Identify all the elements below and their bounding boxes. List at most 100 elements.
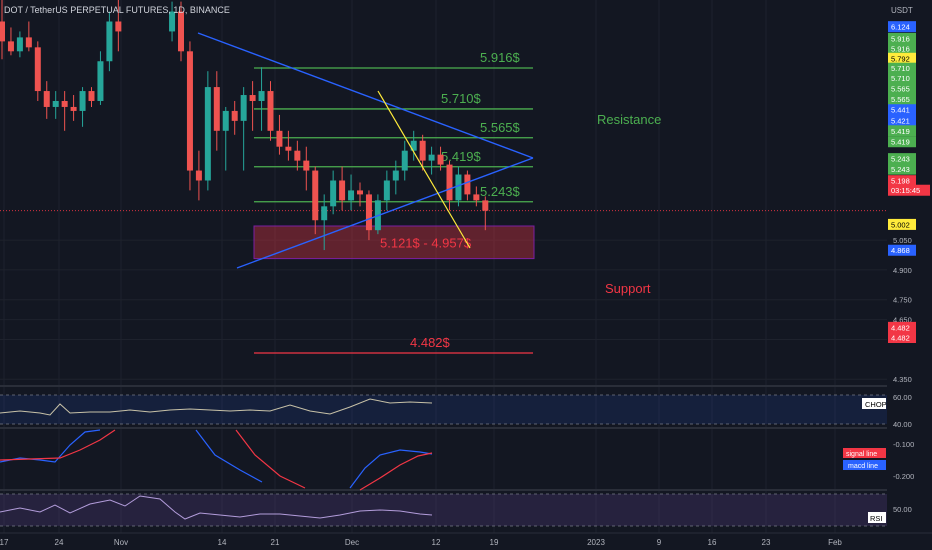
yellow-trendline: [377, 90, 471, 249]
price-badge: [888, 175, 916, 187]
candle-up: [204, 87, 211, 181]
trendlines-layer: [197, 32, 534, 269]
price-badge-label: 5.421: [891, 116, 910, 125]
macd-line: [0, 429, 101, 463]
currency-label: USDT: [891, 6, 913, 15]
candle-down: [7, 41, 14, 52]
rsi-band: [0, 494, 887, 526]
price-badge-label: 5.710: [891, 74, 910, 83]
candle-down: [34, 47, 41, 92]
candle-up: [383, 180, 390, 201]
macd-tick: -0.100: [893, 440, 914, 449]
candle-up: [410, 140, 417, 151]
level-label: 5.565$: [480, 120, 521, 135]
macd-line-box: [843, 460, 886, 470]
gridlines: [0, 0, 887, 533]
candle-down: [464, 174, 471, 195]
candle-down: [285, 146, 292, 151]
price-badge-label: 5.565: [891, 95, 910, 104]
price-badge: [888, 321, 916, 333]
descending-trendline: [197, 32, 534, 159]
candle-down: [446, 164, 453, 201]
candle-up: [330, 180, 337, 207]
candle-down: [43, 91, 50, 107]
candle-down: [249, 95, 256, 101]
rsi-tick: 50.00: [893, 505, 912, 514]
price-badge-label: 5.243: [891, 165, 910, 174]
candle-down: [61, 100, 68, 107]
candle-up: [52, 100, 59, 107]
candle-down: [482, 200, 489, 211]
price-badge: [888, 93, 916, 105]
candle-down: [312, 170, 319, 221]
candle-down: [303, 160, 310, 171]
candles-layer: [0, 0, 489, 251]
time-tick-label: 24: [55, 538, 64, 547]
candle-up: [428, 154, 435, 161]
candle-down: [88, 91, 95, 101]
time-tick-label: 16: [708, 538, 717, 547]
candle-down: [178, 11, 184, 52]
rsi-label-box: [868, 512, 886, 523]
price-badge: [888, 125, 916, 137]
price-badge: [888, 114, 916, 126]
price-badge-label: 5.002: [891, 220, 910, 229]
candle-down: [25, 37, 32, 48]
time-tick-label: 14: [218, 538, 227, 547]
rsi-pane: RSI 50.00: [0, 493, 912, 527]
level-label: 5.710$: [441, 91, 482, 106]
candle-up: [258, 91, 265, 101]
price-tick-label: 4.750: [893, 296, 912, 305]
candle-up: [392, 170, 399, 181]
macd-line: [349, 449, 433, 489]
macd-tick: -0.200: [893, 472, 914, 481]
candle-up: [222, 110, 229, 131]
candle-down: [473, 194, 480, 201]
candle-up: [401, 150, 408, 171]
candle-down: [231, 110, 238, 121]
level-label: 5.243$: [480, 184, 521, 199]
price-badge: [888, 52, 916, 64]
price-badge-label: 4.482: [891, 333, 910, 342]
candle-down: [276, 130, 283, 147]
time-axis-ticks: 17 24 Nov 14 21 Dec 12 19 2023 9 16 23 Feb: [0, 538, 842, 547]
signal-line-box: [843, 448, 886, 458]
ascending-trendline: [236, 157, 534, 269]
time-tick-label: 21: [271, 538, 280, 547]
price-badge: [888, 163, 916, 175]
price-badge-label: 5.710: [891, 64, 910, 73]
price-badge: [888, 83, 916, 95]
price-badge: [888, 62, 916, 74]
signal-line: [0, 429, 116, 461]
chart-title: DOT / TetherUS PERPETUAL FUTURES, 1D, BI…: [4, 5, 230, 15]
candle-up: [455, 174, 462, 201]
candle-down: [70, 106, 77, 111]
chop-label-box: [862, 398, 886, 409]
chop-tick: 60.00: [893, 393, 912, 402]
price-badge: [888, 244, 916, 256]
chop-band: [0, 395, 887, 424]
pane-separators: [0, 385, 932, 491]
price-badge: [888, 104, 916, 116]
candle-down: [213, 87, 220, 131]
chop-pane: CHOP 60.00 40.00: [0, 393, 912, 429]
time-tick-label: 9: [657, 538, 662, 547]
time-tick-label: Feb: [828, 538, 842, 547]
price-badge: [888, 32, 916, 44]
support-zone-box: [253, 225, 535, 260]
chop-tick: 40.00: [893, 420, 912, 429]
price-badge-label: 03:15:45: [891, 186, 920, 195]
price-badge: [888, 42, 916, 54]
price-badge: [888, 136, 916, 148]
price-badge-label: 5.916: [891, 44, 910, 53]
price-badge-label: 4.482: [891, 323, 910, 332]
signal-line: [359, 452, 433, 491]
resistance-label: Resistance: [597, 112, 661, 127]
level-label: 4.482$: [410, 335, 451, 350]
time-tick-label: 23: [762, 538, 771, 547]
price-tick-label: 4.900: [893, 266, 912, 275]
candle-down: [115, 21, 122, 32]
price-badge-label: 5.419: [891, 138, 910, 147]
